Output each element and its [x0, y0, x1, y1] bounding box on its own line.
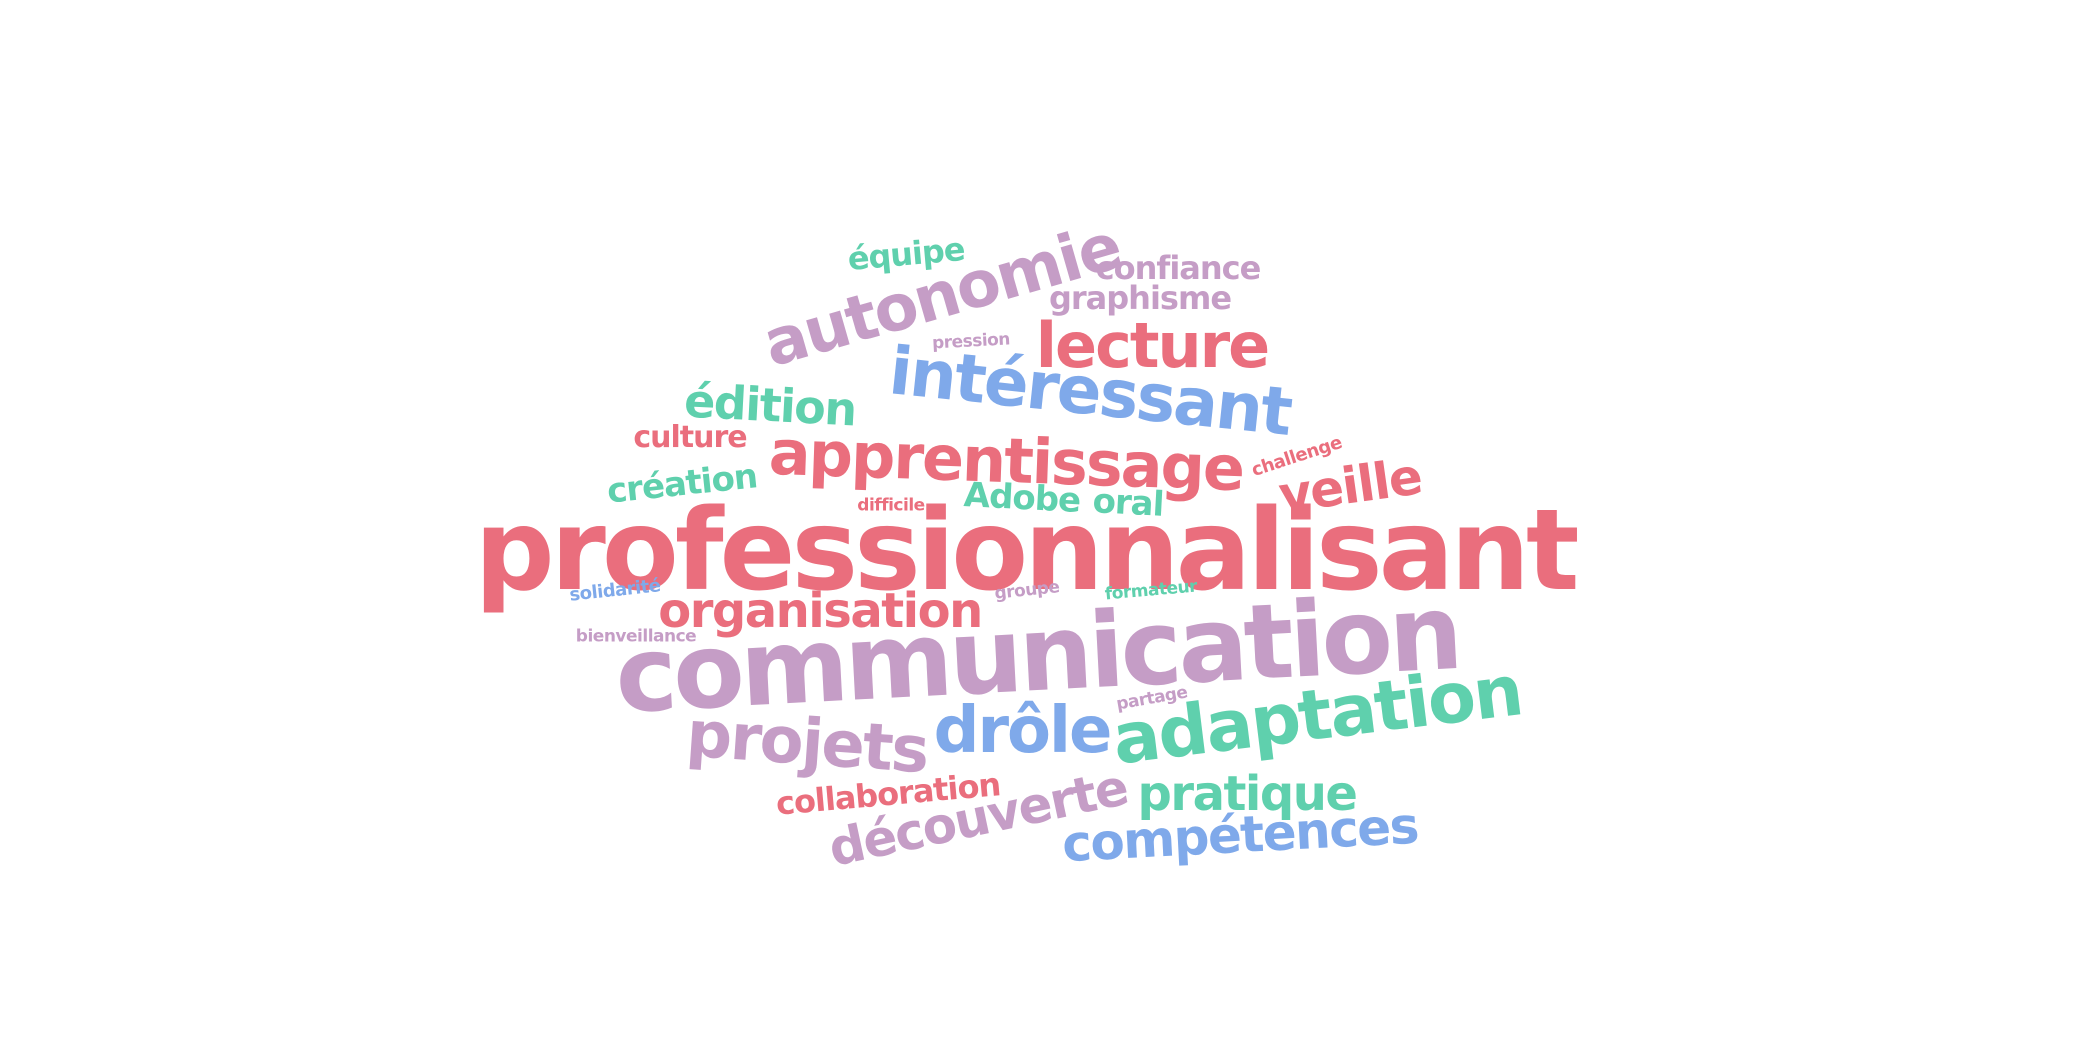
word-organisation: organisation — [658, 583, 983, 639]
word-confiance: confiance — [1095, 249, 1262, 287]
word-projets: projets — [684, 697, 930, 789]
word-culture: culture — [633, 420, 747, 455]
word-oral: oral — [1091, 481, 1165, 525]
word-pression: pression — [931, 329, 1011, 354]
word-pratique: pratique — [1137, 766, 1358, 822]
word-lecture: lecture — [1035, 309, 1270, 382]
word-professionnalisant: professionnalisant — [474, 486, 1579, 616]
word-equipe: équipe — [846, 229, 966, 279]
word-difficile: difficile — [857, 495, 925, 516]
word-bienveillance: bienveillance — [575, 626, 697, 647]
word-drole: drôle — [933, 694, 1113, 768]
word-graphisme: graphisme — [1048, 279, 1232, 317]
word-adobe: Adobe — [962, 474, 1082, 522]
